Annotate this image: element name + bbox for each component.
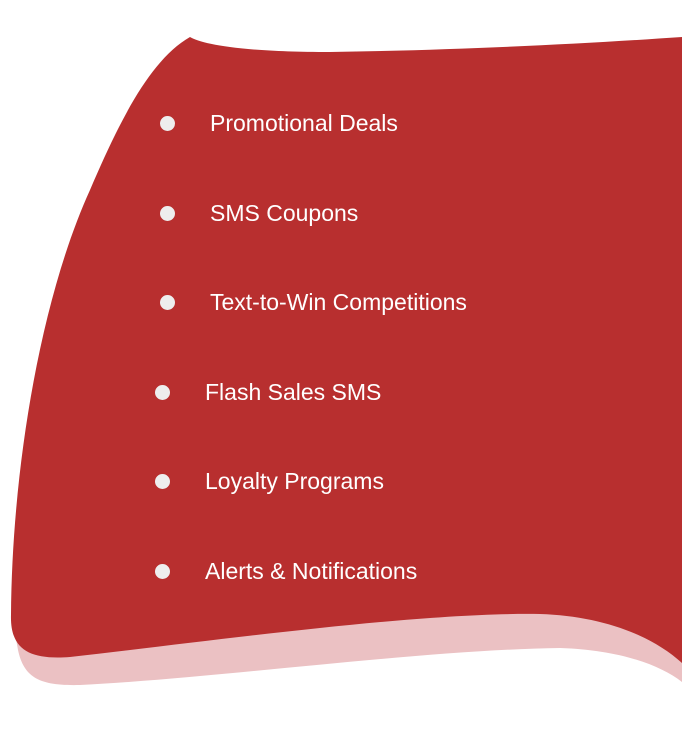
bullet-icon <box>160 294 175 310</box>
bullet-icon <box>155 384 170 400</box>
bullet-icon <box>160 205 175 221</box>
feature-label: Alerts & Notifications <box>205 557 418 584</box>
feature-label: SMS Coupons <box>210 199 359 226</box>
red-panel-shape <box>10 37 682 663</box>
list-item: Text-to-Win Competitions <box>160 282 467 322</box>
list-item: SMS Coupons <box>160 193 358 233</box>
list-item: Loyalty Programs <box>155 461 384 501</box>
list-item: Promotional Deals <box>160 103 398 143</box>
feature-label: Loyalty Programs <box>205 467 384 494</box>
list-item: Flash Sales SMS <box>155 372 381 412</box>
bullet-icon <box>155 563 170 579</box>
feature-label: Flash Sales SMS <box>205 378 382 405</box>
bullet-icon <box>155 473 170 489</box>
bullet-icon <box>160 115 175 131</box>
feature-label: Promotional Deals <box>210 109 398 136</box>
list-item: Alerts & Notifications <box>155 551 417 591</box>
feature-label: Text-to-Win Competitions <box>210 288 467 315</box>
